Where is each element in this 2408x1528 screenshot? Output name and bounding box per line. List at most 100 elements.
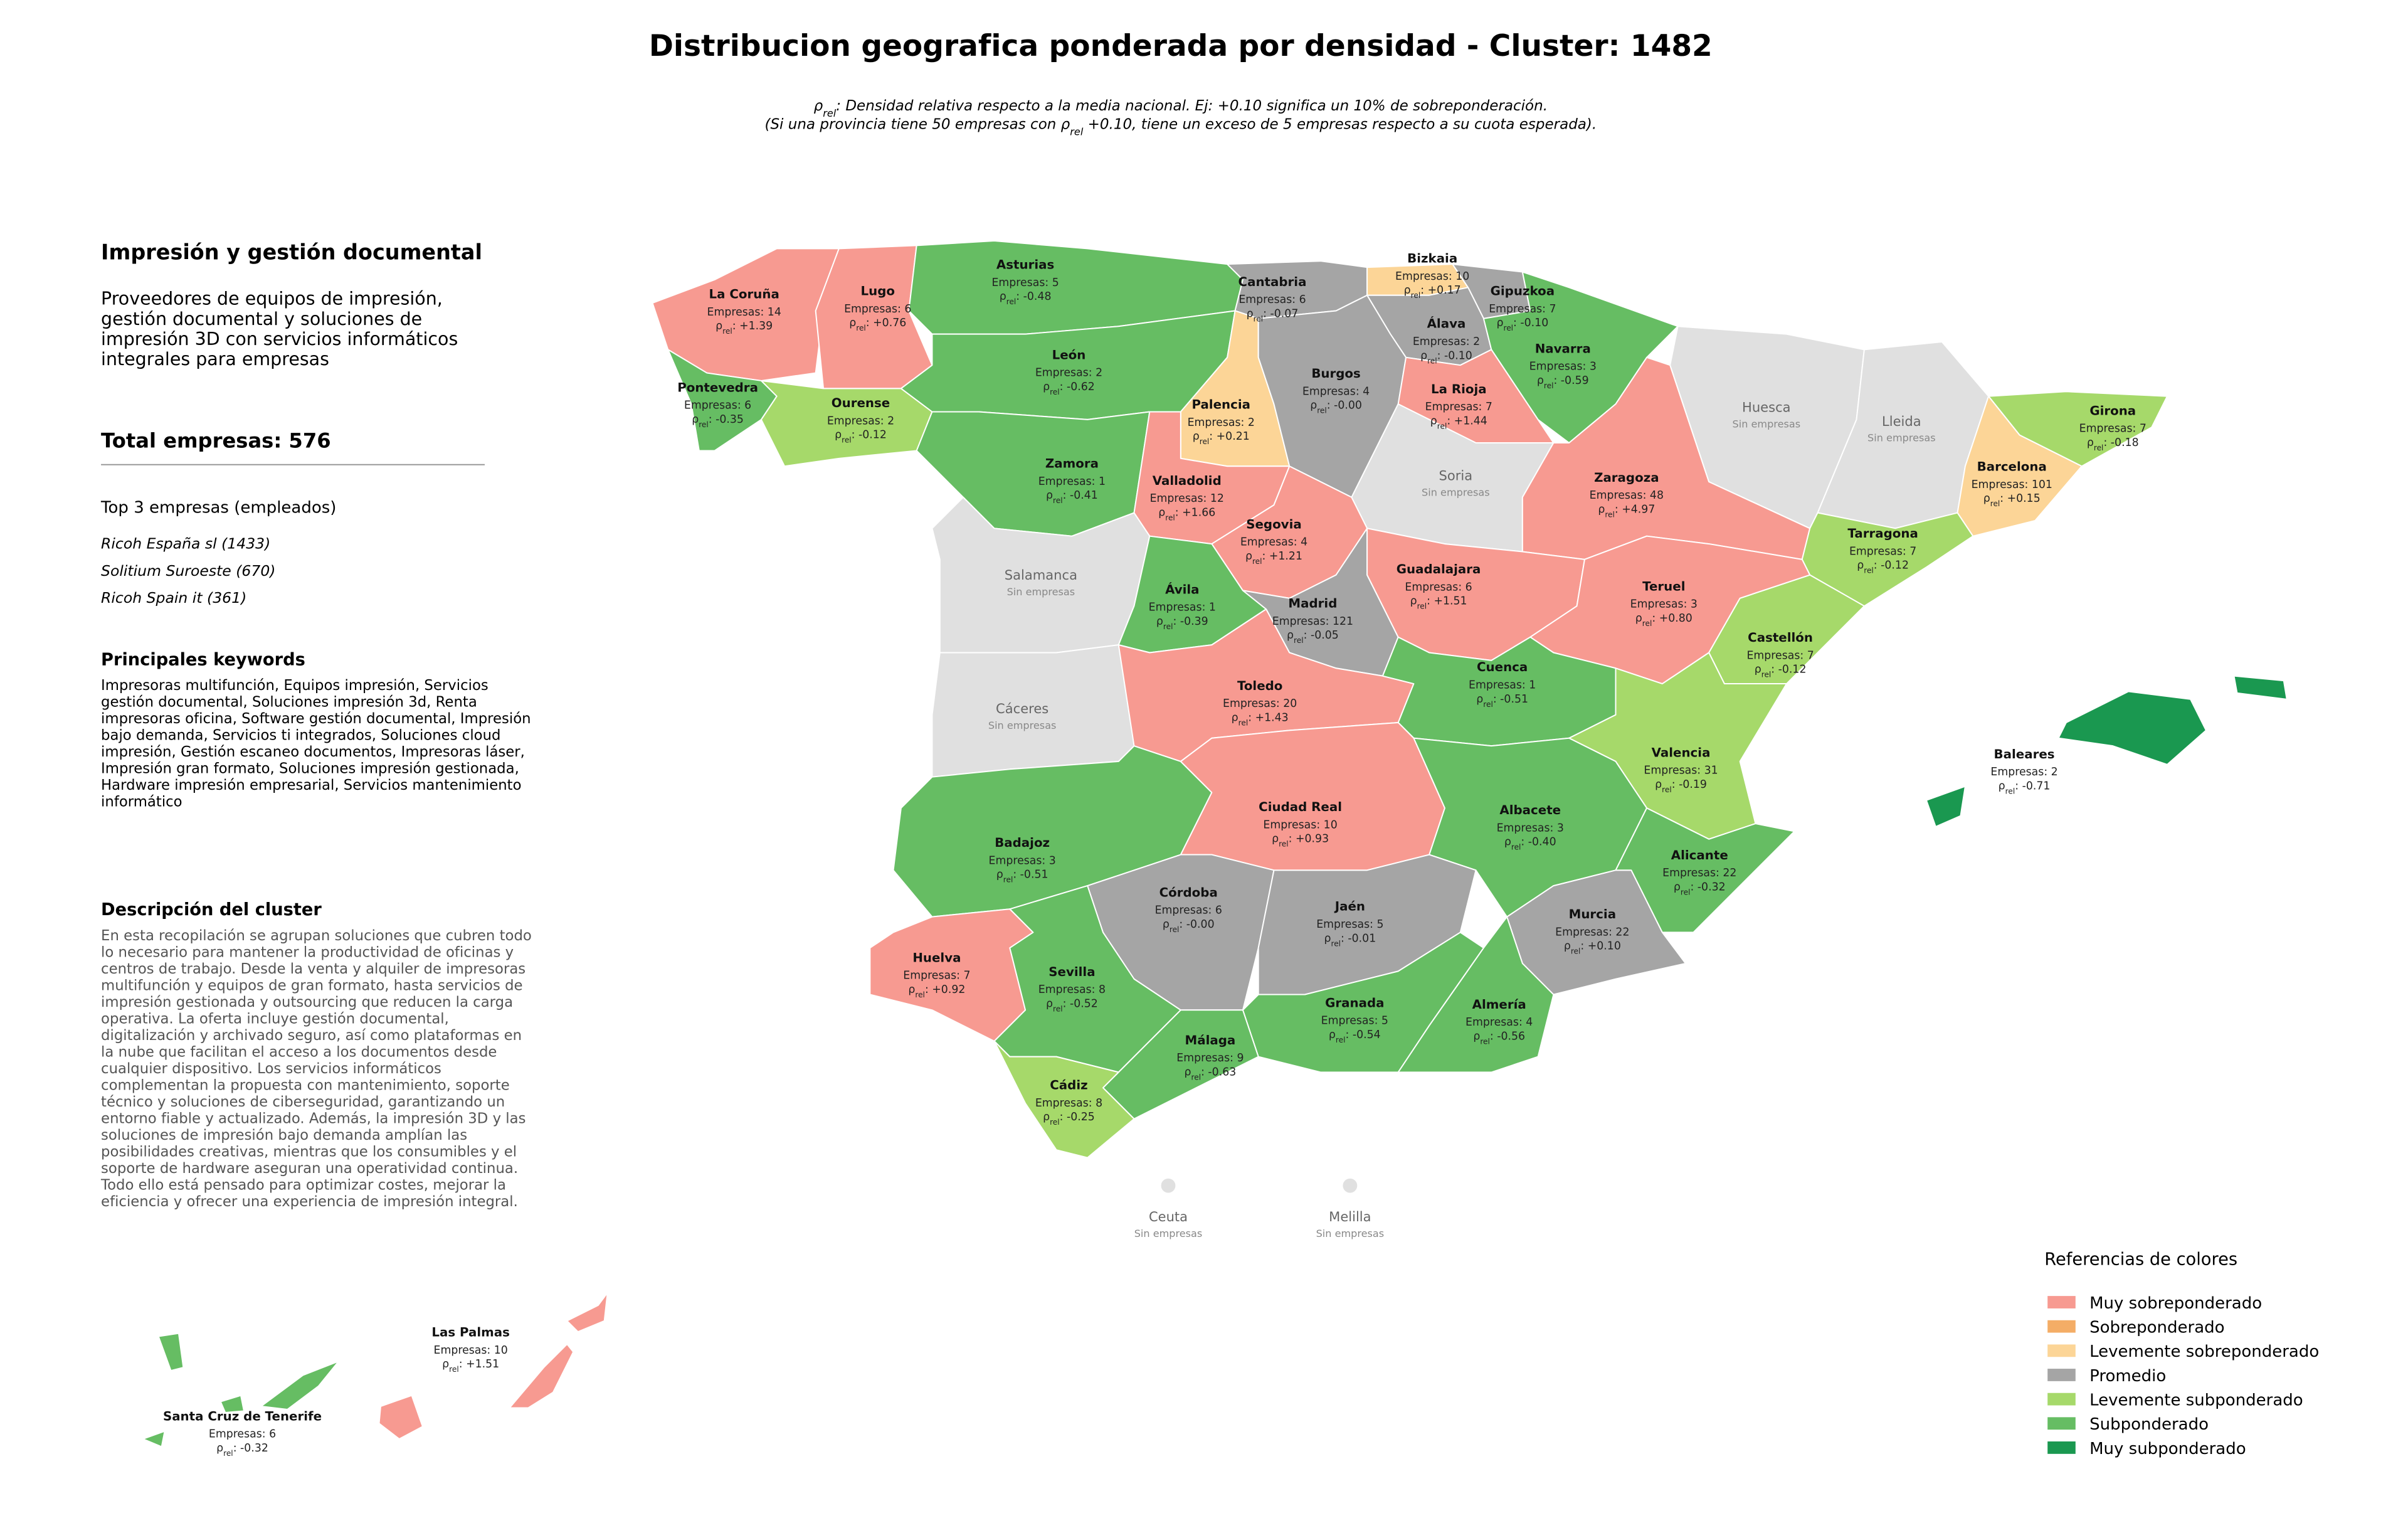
province-name: Granada: [1325, 995, 1384, 1010]
province-density-part: rel: [1681, 888, 1691, 897]
province-density-part: ρ: [1420, 349, 1427, 362]
top-item: Solitium Suroeste (670): [101, 562, 275, 580]
province-density-part: : -0.35: [709, 413, 744, 426]
province-companies: Empresas: 7: [903, 970, 970, 982]
province-density: ρrel: -0.12: [1755, 664, 1807, 679]
province-density: ρrel: -0.62: [1043, 381, 1095, 396]
description-line: complementan la propuesta con mantenimie…: [101, 1077, 510, 1093]
province-companies: Empresas: 4: [1240, 536, 1307, 549]
summary-line: Proveedores de equipos de impresión,: [101, 289, 443, 309]
province-density-part: : -0.07: [1263, 307, 1298, 320]
province: [993, 1040, 1135, 1159]
province-density-part: rel: [1317, 406, 1327, 415]
province-density-part: : -0.56: [1490, 1030, 1525, 1043]
province-density: ρrel: -0.59: [1537, 374, 1589, 390]
province-companies: Empresas: 10: [1395, 270, 1469, 283]
province-density-part: : +4.97: [1615, 504, 1655, 516]
province-name: Navarra: [1535, 341, 1591, 356]
keywords-line: impresoras oficina, Software gestión doc…: [101, 711, 531, 727]
keywords-line: Impresión gran formato, Soluciones impre…: [101, 760, 519, 777]
province-companies: Empresas: 20: [1223, 698, 1297, 710]
province-density-part: rel: [1331, 939, 1341, 948]
province-density-part: rel: [1662, 785, 1672, 794]
province-companies: Sin empresas: [1007, 586, 1075, 598]
province-companies: Empresas: 7: [1746, 649, 1814, 662]
description-line: impresión gestionada y outsourcing que r…: [101, 994, 513, 1011]
province-density-part: ρ: [2087, 437, 2094, 449]
province-density-part: rel: [1163, 622, 1173, 631]
province-companies: Sin empresas: [1867, 432, 1936, 444]
province-companies: Sin empresas: [988, 719, 1057, 731]
province-density-part: rel: [1480, 1037, 1490, 1046]
legend-label: Subponderado: [2089, 1415, 2209, 1434]
province-density: ρrel: -0.63: [1185, 1066, 1237, 1081]
province-density-part: : -0.51: [1493, 693, 1528, 706]
province-density: ρrel: -0.56: [1473, 1030, 1525, 1046]
province-shape: [1925, 785, 1966, 827]
keywords-line: gestión documental, Soluciones impresión…: [101, 694, 477, 710]
province-companies: Empresas: 12: [1150, 492, 1224, 505]
province-shape: [219, 1394, 245, 1413]
province-density-part: : -0.32: [1690, 881, 1725, 894]
province-name: Las Palmas: [431, 1325, 510, 1340]
province-density-part: rel: [1254, 314, 1264, 323]
province-shape: [378, 1394, 423, 1440]
province-density: ρrel: +1.51: [442, 1358, 499, 1374]
province-density-part: rel: [1990, 499, 2000, 508]
keywords-line: impresión, Gestión escaneo documentos, I…: [101, 744, 525, 760]
province-density-part: ρ: [1193, 430, 1200, 443]
province-density-part: rel: [449, 1365, 459, 1374]
province: [1397, 916, 1555, 1073]
province-density-part: : -0.01: [1341, 932, 1376, 945]
province-density-part: ρ: [1504, 836, 1511, 849]
province-shape: [509, 1343, 574, 1409]
description-line: soluciones de impresión bajo demanda amp…: [101, 1127, 467, 1143]
province-density-part: : +0.92: [925, 984, 965, 996]
province-name: Ceuta: [1149, 1209, 1188, 1224]
subtitle-line-part: (Si una provincia tiene 50 empresas con: [764, 117, 1060, 133]
province-density-part: ρ: [1247, 307, 1254, 320]
subtitle-line-part: rel: [1070, 125, 1084, 137]
province-density-part: ρ: [1000, 290, 1006, 303]
province-name: Ciudad Real: [1259, 800, 1342, 814]
province-name: Soria: [1439, 468, 1473, 484]
province-density: ρrel: -0.32: [216, 1442, 268, 1458]
province-companies: Empresas: 22: [1555, 926, 1629, 938]
province-density-part: ρ: [442, 1358, 449, 1371]
province-density: ρrel: +0.17: [1404, 284, 1461, 300]
province-density-part: : -0.00: [1327, 400, 1362, 412]
province-density-part: : +1.21: [1262, 550, 1302, 563]
province-density-part: ρ: [1537, 374, 1544, 387]
province: [1159, 1177, 1177, 1194]
province-density: ρrel: -0.40: [1504, 836, 1556, 852]
province-density-part: ρ: [1755, 664, 1761, 676]
province-name: Jaén: [1334, 899, 1365, 914]
subtitle-line: (Si una provincia tiene 50 empresas con …: [764, 117, 1597, 138]
province-density-part: : +0.10: [1580, 940, 1620, 953]
province-density-part: rel: [1642, 619, 1652, 628]
province-name: Baleares: [1994, 747, 2055, 761]
description-title: Descripción del cluster: [101, 900, 322, 920]
province: [142, 1332, 340, 1448]
province-density-part: : -0.41: [1063, 489, 1098, 502]
province-density-part: : -0.05: [1304, 629, 1339, 642]
province-density-part: rel: [1238, 719, 1249, 728]
province-shape: [142, 1430, 166, 1448]
province-companies: Empresas: 6: [1405, 581, 1472, 593]
province-density: ρrel: +0.10: [1564, 940, 1621, 956]
province-companies: Empresas: 3: [1497, 822, 1564, 834]
province-density-part: ρ: [1598, 504, 1605, 516]
subtitle-line: ρrel: Densidad relativa respecto a la me…: [814, 98, 1548, 119]
province-companies: Empresas: 1: [1038, 475, 1106, 488]
total: Total empresas: 576: [101, 428, 331, 452]
legend-swatch: [2047, 1393, 2076, 1406]
province-companies: Empresas: 2: [1990, 766, 2057, 778]
province-name: Castellón: [1748, 630, 1813, 645]
province-name: Albacete: [1499, 803, 1561, 817]
province-density-part: : +0.80: [1652, 612, 1692, 625]
province-companies: Empresas: 5: [991, 277, 1059, 289]
province-density-part: rel: [1761, 671, 1772, 679]
province-density-part: ρ: [1635, 612, 1642, 625]
province-density-part: rel: [1336, 1036, 1346, 1044]
province-density: ρrel: +1.39: [716, 320, 773, 336]
